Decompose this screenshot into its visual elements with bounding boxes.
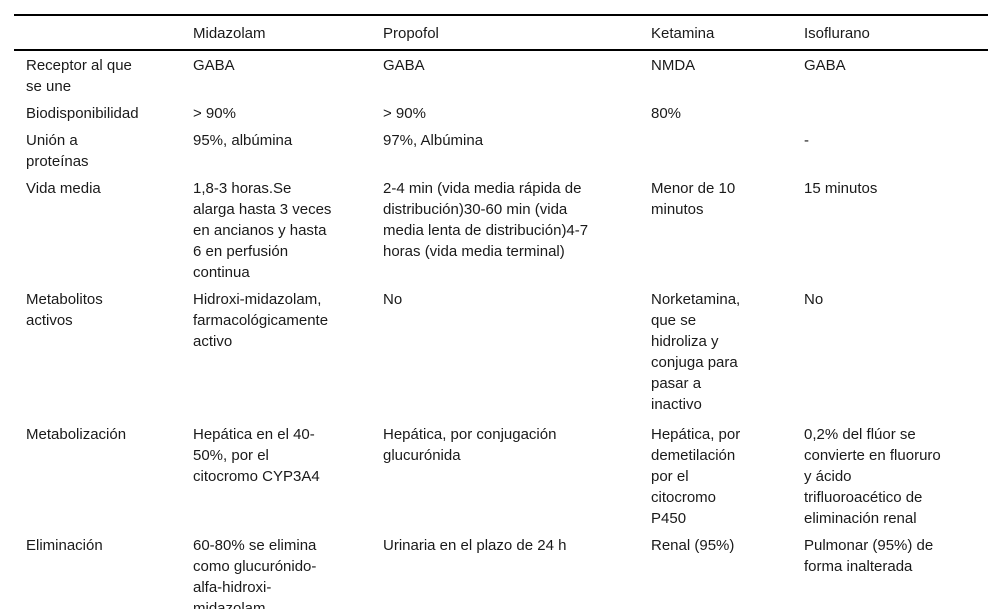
table-cell: 60-80% se elimina como glucurónido- alfa…	[193, 537, 317, 609]
header-propofol: Propofol	[383, 25, 439, 42]
table-cell: 15 minutos	[804, 180, 878, 197]
table-cell: Hepática, por conjugación glucurónida	[383, 426, 557, 464]
row-header: Unión a proteínas	[26, 132, 89, 170]
header-row: Midazolam Propofol Ketamina Isoflurano	[14, 15, 988, 50]
table-cell: GABA	[804, 57, 846, 74]
table-header: Midazolam Propofol Ketamina Isoflurano	[14, 15, 988, 50]
table-cell: -	[804, 132, 809, 149]
table-cell: GABA	[193, 57, 235, 74]
table-row-union-proteinas: Unión a proteínas 95%, albúmina 97%, Alb…	[14, 126, 988, 174]
row-header: Biodisponibilidad	[26, 105, 139, 122]
header-isoflurano: Isoflurano	[804, 25, 870, 42]
header-empty	[14, 15, 193, 50]
header-ketamina: Ketamina	[651, 25, 715, 42]
table-cell: 1,8-3 horas.Se alarga hasta 3 veces en a…	[193, 180, 332, 281]
table-cell: Hidroxi-midazolam, farmacológicamente ac…	[193, 291, 329, 350]
table-row-vida-media: Vida media 1,8-3 horas.Se alarga hasta 3…	[14, 174, 988, 285]
table-cell: > 90%	[383, 105, 426, 122]
row-header: Eliminación	[26, 537, 103, 554]
table-cell: Hepática, por demetilación por el citocr…	[651, 426, 741, 527]
table-cell: Pulmonar (95%) de forma inalterada	[804, 537, 934, 575]
table-row-eliminacion: Eliminación 60-80% se elimina como glucu…	[14, 531, 988, 609]
table-cell: 95%, albúmina	[193, 132, 293, 149]
table-row-biodisponibilidad: Biodisponibilidad > 90% > 90% 80%	[14, 99, 988, 126]
row-header: Receptor al que se une	[26, 57, 132, 95]
table-cell: No	[383, 291, 403, 308]
table-cell: Menor de 10 minutos	[651, 180, 736, 218]
row-header: Metabolización	[26, 426, 127, 443]
table-cell: > 90%	[193, 105, 236, 122]
table-cell	[651, 126, 804, 174]
table-cell: Renal (95%)	[651, 537, 735, 554]
table-cell: Hepática en el 40- 50%, por el citocromo…	[193, 426, 320, 485]
table-row-receptor: Receptor al que se une GABA GABA NMDA GA…	[14, 50, 988, 99]
table-cell: 0,2% del flúor se convierte en fluoruro …	[804, 426, 941, 527]
table-cell: GABA	[383, 57, 425, 74]
table-cell: No	[804, 291, 824, 308]
table-row-metabolizacion: Metabolización Hepática en el 40- 50%, p…	[14, 420, 988, 531]
row-header: Vida media	[26, 180, 101, 197]
header-midazolam: Midazolam	[193, 25, 266, 42]
table-cell: NMDA	[651, 57, 696, 74]
table-cell: Norketamina, que se hidroliza y conjuga …	[651, 291, 741, 413]
table-body: Receptor al que se une GABA GABA NMDA GA…	[14, 50, 988, 609]
drug-comparison-table: Midazolam Propofol Ketamina Isoflurano R…	[14, 14, 988, 609]
table-row-metabolitos-activos: Metabolitos activos Hidroxi-midazolam, f…	[14, 285, 988, 420]
table-cell: 2-4 min (vida media rápida de distribuci…	[383, 180, 589, 260]
table-cell: 97%, Albúmina	[383, 132, 484, 149]
row-header: Metabolitos activos	[26, 291, 103, 329]
table-cell: Urinaria en el plazo de 24 h	[383, 537, 567, 554]
table-cell: 80%	[651, 105, 682, 122]
table-cell	[804, 99, 988, 126]
